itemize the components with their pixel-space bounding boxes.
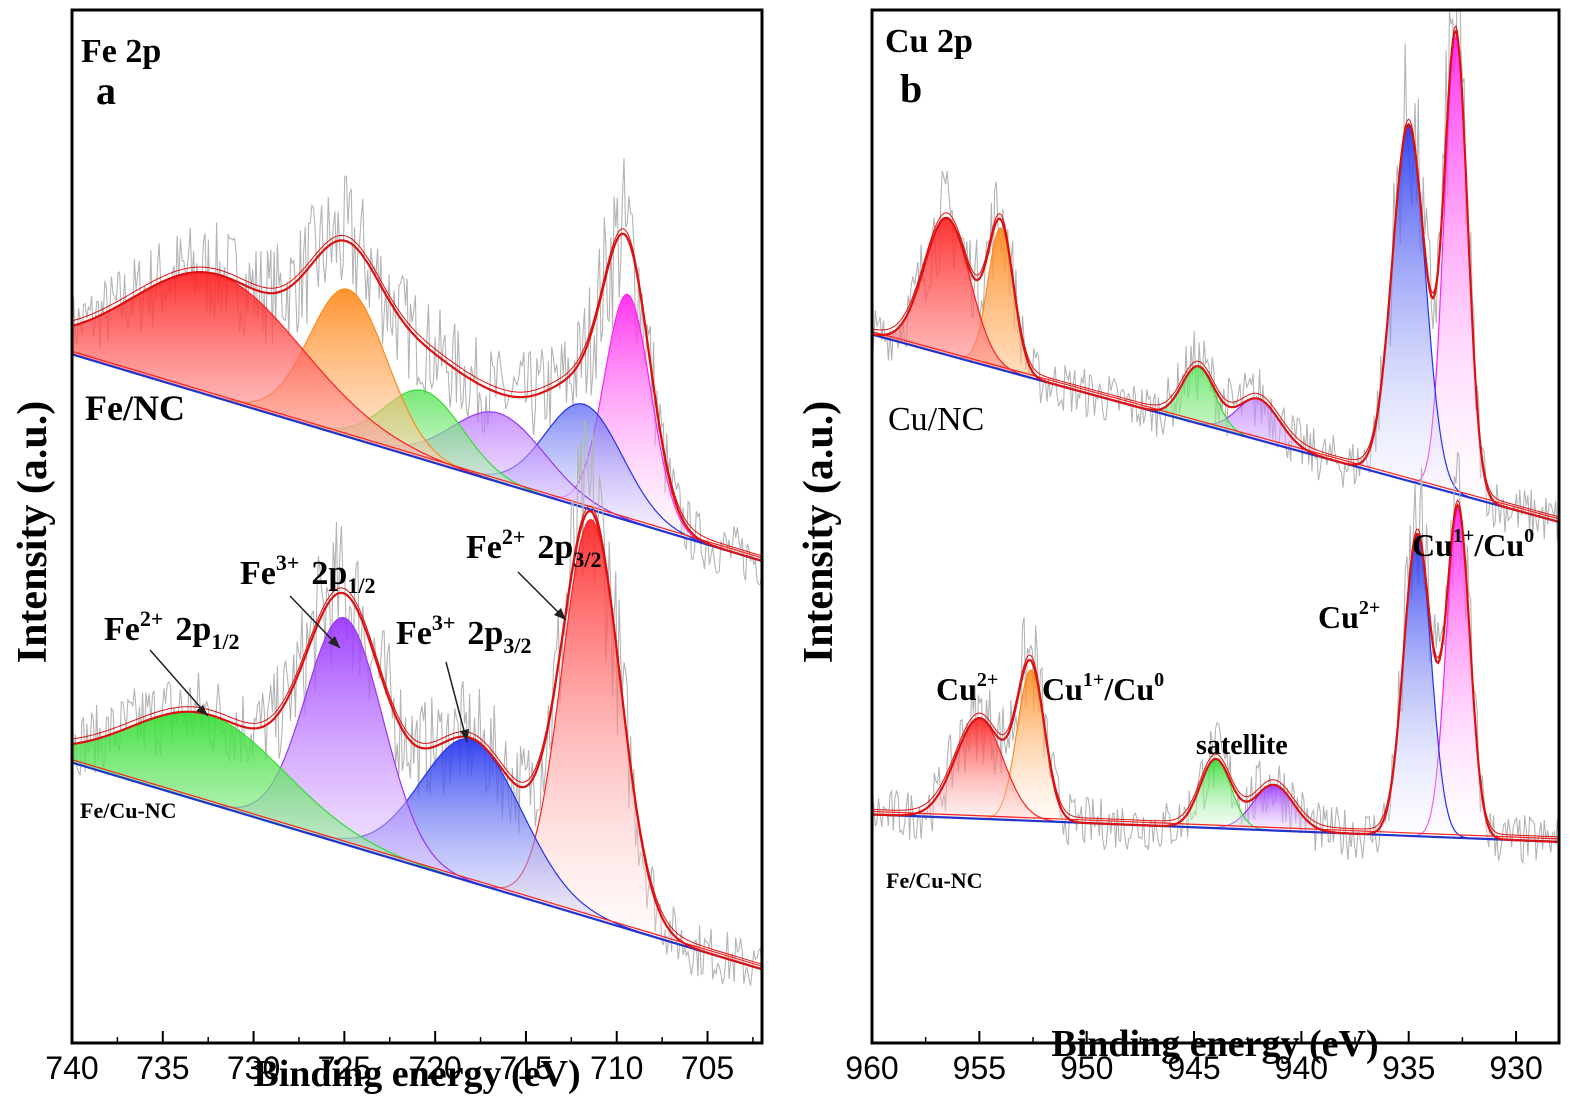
annotation-cu1-cu0-low: Cu1+/Cu0 [1042, 669, 1164, 707]
arrowhead-fe3-2p32 [460, 729, 469, 742]
x-tick-label-a-2: 730 [227, 1050, 280, 1086]
x-tick-label-a-6: 710 [590, 1050, 643, 1086]
annotation-fe3-2p32: Fe3+ 2p3/2 [396, 610, 531, 658]
baseline-red-b-0 [872, 330, 1559, 520]
plot-area-b [872, 10, 1559, 865]
x-tick-label-b-5: 935 [1382, 1050, 1435, 1086]
annotation-cu2-low: Cu2+ [936, 669, 998, 707]
envelope-outer-a-1 [72, 505, 762, 965]
envelope-a-1 [72, 509, 762, 971]
x-axis-label-b: Binding energy (eV) [1051, 1023, 1378, 1065]
panel-a: 740 735 730 725 720 715 710 705 Fe 2p a Fe/NC F… [10, 8, 764, 1095]
element-label-a: Fe 2p [81, 33, 161, 70]
panel-letter-a: a [96, 68, 116, 113]
annotation-fe3-2p12: Fe3+ 2p1/2 [240, 550, 375, 598]
x-tick-label-a-4: 720 [408, 1050, 461, 1086]
envelope-outer-b-1 [872, 499, 1559, 838]
x-ticks-a: 740 735 730 725 720 715 710 705 [45, 1031, 754, 1086]
envelope-outer-a-0 [72, 228, 762, 557]
sample-b-1 [872, 452, 1559, 865]
annotation-cu2-main: Cu2+ [1318, 597, 1380, 635]
x-axis-label-a: Binding energy (eV) [253, 1053, 580, 1095]
sample-label-fe-cu-nc-a: Fe/Cu-NC [80, 798, 177, 823]
arrow-fe3-2p32 [445, 661, 468, 743]
envelope-a-0 [72, 232, 762, 562]
x-tick-label-a-5: 715 [499, 1050, 552, 1086]
sample-label-fe-nc: Fe/NC [85, 388, 185, 428]
annotations-a: Fe2+ 2p1/2 Fe3+ 2p1/2 Fe3+ 2p3/2 Fe2+ 2p3/2 [104, 524, 601, 743]
annotation-cu1-cu0-top: Cu1+/Cu0 [1412, 525, 1534, 563]
x-tick-label-a-1: 735 [136, 1050, 189, 1086]
axes-frame-a [70, 8, 764, 1045]
sample-label-fe-cu-nc-b: Fe/Cu-NC [886, 868, 983, 893]
x-tick-label-b-0: 960 [845, 1050, 898, 1086]
arrow-fe3-2p12 [289, 595, 341, 649]
x-ticks-b: 960 955 950 945 940 935 930 [845, 1031, 1543, 1086]
plot-area-a [72, 158, 762, 986]
envelope-outer-b-0 [872, 25, 1559, 518]
baseline-red-a-0 [72, 350, 762, 559]
sample-label-cu-nc: Cu/NC [888, 401, 984, 438]
axes-frame-b [870, 8, 1561, 1045]
annotation-fe2-2p12: Fe2+ 2p1/2 [104, 606, 239, 654]
x-tick-label-b-4: 940 [1275, 1050, 1328, 1086]
baseline-a-1 [72, 761, 762, 971]
x-tick-label-b-6: 930 [1489, 1050, 1542, 1086]
x-tick-label-b-3: 945 [1167, 1050, 1220, 1086]
annotation-fe2-2p32: Fe2+ 2p3/2 [466, 524, 601, 572]
raw-data-b-1 [872, 452, 1559, 865]
x-tick-label-a-7: 705 [681, 1050, 734, 1086]
x-tick-label-a-0: 740 [45, 1050, 98, 1086]
y-axis-label-a: Intensity (a.u.) [10, 401, 56, 664]
baseline-b-1 [872, 813, 1559, 843]
arrowhead-fe2-2p32 [554, 608, 566, 620]
annotation-satellite: satellite [1196, 730, 1288, 761]
panel-letter-b: b [900, 66, 922, 111]
sample-b-0 [872, 10, 1559, 541]
baseline-red-a-1 [72, 759, 762, 967]
baseline-red-b-1 [872, 810, 1559, 840]
arrow-fe2-2p12 [149, 649, 209, 717]
baseline-a-0 [72, 353, 762, 562]
envelope-b-1 [872, 502, 1559, 843]
x-tick-label-a-3: 725 [318, 1050, 371, 1086]
panel-b: 960 955 950 945 940 935 930 Cu 2p b Cu/NC Fe/C… [796, 8, 1561, 1086]
x-tick-label-b-2: 950 [1060, 1050, 1113, 1086]
arrowhead-fe2-2p12 [196, 705, 208, 716]
baseline-b-0 [872, 333, 1559, 523]
arrowhead-fe3-2p12 [328, 636, 340, 648]
x-tick-label-b-1: 955 [953, 1050, 1006, 1086]
annotations-b: Cu1+/Cu0 Cu2+ Cu2+ Cu1+/Cu0 satellite [936, 525, 1534, 761]
sample-a-0 [72, 158, 762, 586]
y-axis-label-b: Intensity (a.u.) [796, 401, 842, 664]
element-label-b: Cu 2p [885, 23, 973, 60]
